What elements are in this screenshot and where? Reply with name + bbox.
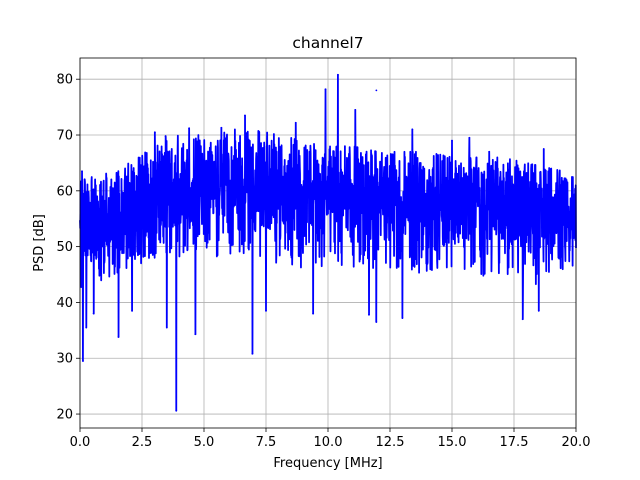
psd-peak-point (220, 126, 223, 129)
psd-dip-point (82, 360, 84, 362)
x-axis-label: Frequency [MHz] (273, 456, 382, 471)
psd-peak-point (81, 170, 83, 173)
psd-dip-point (92, 312, 95, 315)
x-tick-label: 5.0 (194, 435, 215, 450)
x-tick-label: 0.0 (70, 435, 91, 450)
y-tick-label: 50 (56, 240, 73, 255)
x-tick-label: 20.0 (562, 435, 591, 450)
psd-dip-point (375, 321, 378, 323)
y-tick-label: 40 (56, 296, 73, 311)
psd-peak-point (164, 135, 167, 138)
y-tick-label: 60 (56, 184, 73, 199)
psd-dip-point (521, 318, 524, 321)
x-tick-label: 10.0 (314, 435, 343, 450)
psd-dip-point (165, 326, 168, 329)
psd-peak-point (337, 73, 339, 76)
psd-peak-point (324, 88, 327, 91)
y-tick-label: 70 (56, 129, 73, 144)
psd-dip-point (368, 313, 370, 316)
psd-peak-point (354, 109, 357, 111)
chart-title: channel7 (292, 34, 363, 52)
psd-peak-point (375, 89, 378, 92)
psd-dip-point (194, 333, 197, 336)
psd-dip-point (265, 309, 267, 312)
psd-dip-point (85, 326, 88, 329)
psd-dip-point (251, 352, 254, 355)
psd-dip-point (117, 336, 120, 338)
psd-peak-point (488, 150, 491, 153)
x-axis-ticks: 0.0 2.5 5.0 7.5 10.0 12.5 15.0 17.5 20.0 (70, 428, 591, 450)
psd-peak-point (188, 127, 191, 130)
psd-peak-point (244, 114, 246, 117)
x-tick-label: 7.5 (256, 435, 277, 450)
y-axis-label: PSD [dB] (32, 214, 47, 272)
x-tick-label: 2.5 (132, 435, 153, 450)
psd-trace (79, 73, 577, 412)
x-tick-label: 17.5 (500, 435, 529, 450)
x-tick-label: 12.5 (376, 435, 405, 450)
psd-peak-point (294, 121, 297, 124)
y-axis-ticks: 20 30 40 50 60 70 80 (56, 73, 80, 423)
x-tick-label: 15.0 (438, 435, 467, 450)
psd-peak-point (451, 139, 453, 142)
psd-dip-point (131, 309, 133, 312)
y-tick-label: 20 (56, 408, 73, 423)
y-tick-label: 30 (56, 352, 73, 367)
psd-dip-point (537, 309, 540, 312)
psd-peak-point (411, 128, 414, 131)
psd-dip-point (175, 409, 178, 412)
psd-dip-point (401, 317, 404, 319)
psd-line (79, 73, 577, 412)
psd-peak-point (153, 131, 156, 134)
psd-peak-point (468, 136, 471, 139)
psd-dip-point (312, 312, 315, 315)
y-tick-label: 80 (56, 73, 73, 88)
psd-peak-point (542, 148, 545, 150)
